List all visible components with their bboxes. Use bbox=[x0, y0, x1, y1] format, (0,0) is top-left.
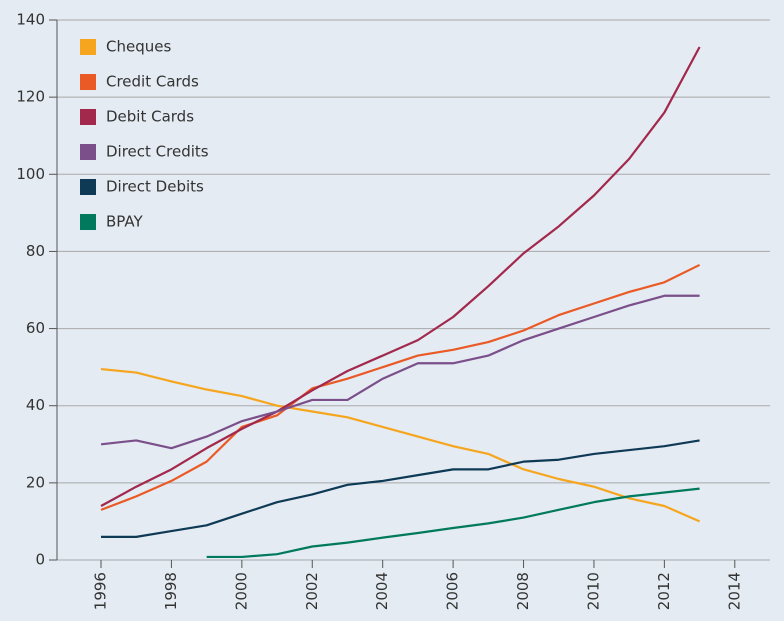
x-tick-label: 2004 bbox=[373, 572, 391, 610]
legend-label: Debit Cards bbox=[106, 108, 194, 126]
x-tick-label: 2008 bbox=[514, 572, 532, 610]
legend-label: Direct Debits bbox=[106, 178, 204, 196]
x-tick-label: 2006 bbox=[444, 572, 462, 610]
y-tick-label: 100 bbox=[16, 165, 45, 183]
series-line bbox=[100, 263, 701, 511]
y-tick-label: 60 bbox=[26, 319, 45, 337]
legend-swatch bbox=[80, 74, 96, 90]
x-tick-label: 2002 bbox=[303, 572, 321, 610]
y-tick-label: 20 bbox=[26, 473, 45, 491]
x-tick-label: 2000 bbox=[232, 572, 250, 610]
legend-swatch bbox=[80, 39, 96, 55]
x-tick-label: 1996 bbox=[92, 572, 110, 610]
series-line bbox=[100, 294, 700, 450]
x-tick-label: 2010 bbox=[584, 572, 602, 610]
series-line bbox=[206, 487, 700, 559]
legend-swatch bbox=[80, 179, 96, 195]
series-line bbox=[100, 46, 701, 507]
y-tick-label: 120 bbox=[16, 88, 45, 106]
x-tick-label: 2012 bbox=[655, 572, 673, 610]
legend-label: BPAY bbox=[106, 213, 143, 231]
series-line bbox=[101, 439, 700, 538]
legend-swatch bbox=[80, 109, 96, 125]
legend-label: Cheques bbox=[106, 38, 171, 56]
legend-swatch bbox=[80, 144, 96, 160]
legend-label: Credit Cards bbox=[106, 73, 199, 91]
legend-swatch bbox=[80, 214, 96, 230]
series-line bbox=[100, 367, 701, 523]
y-tick-label: 140 bbox=[16, 11, 45, 29]
y-tick-label: 0 bbox=[35, 551, 45, 569]
y-tick-label: 80 bbox=[26, 242, 45, 260]
legend-label: Direct Credits bbox=[106, 143, 209, 161]
x-tick-label: 2014 bbox=[725, 572, 743, 610]
y-tick-label: 40 bbox=[26, 396, 45, 414]
x-tick-label: 1998 bbox=[162, 572, 180, 610]
